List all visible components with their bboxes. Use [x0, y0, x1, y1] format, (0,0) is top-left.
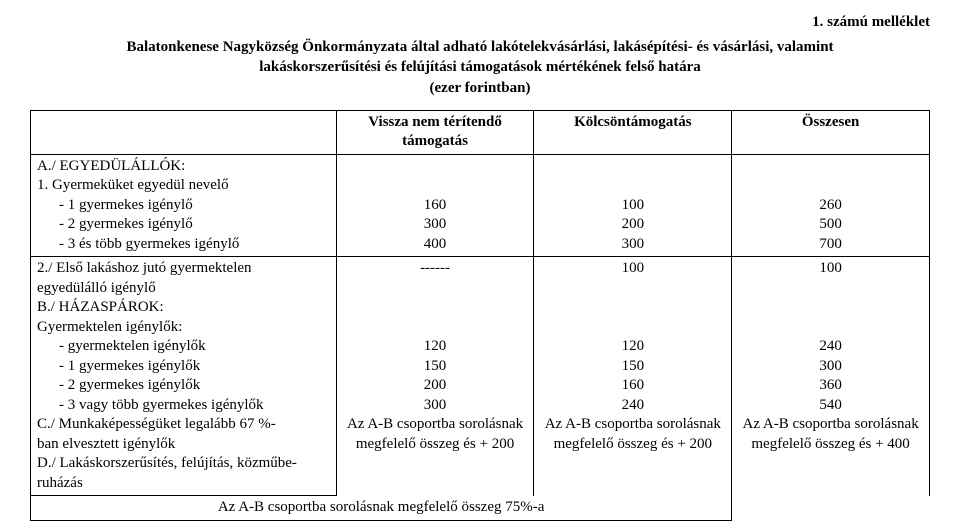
annex-number: 1. számú melléklet: [30, 14, 930, 31]
lower-v2-cell: 100 120 150 160 240 Az A-B csoportba sor…: [534, 257, 732, 496]
lower-v1-cell: ------ 120 150 200 300 Az A-B csoportba …: [336, 257, 534, 496]
section-c-line1: C./ Munkaképességüket legalább 67 %-: [37, 416, 276, 432]
v: 150: [622, 358, 645, 374]
v: 300: [424, 216, 447, 232]
v: 100: [622, 197, 645, 213]
empty-corner: [31, 110, 337, 154]
col-header-2: Kölcsöntámogatás: [534, 110, 732, 154]
row-b-3-label: - 2 gyermekes igénylők: [37, 377, 200, 393]
document-page: 1. számú melléklet Balatonkenese Nagyköz…: [0, 0, 960, 531]
a2-line2: egyedülálló igénylő: [37, 280, 156, 296]
section-a-v3: 260 500 700: [732, 154, 930, 257]
v: 240: [819, 338, 842, 354]
col-header-1: Vissza nem térítendő támogatás: [336, 110, 534, 154]
c-v3-l1: Az A-B csoportba sorolásnak: [742, 416, 918, 432]
v: 300: [622, 236, 645, 252]
title-line-1: Balatonkenese Nagyközség Önkormányzata á…: [126, 39, 833, 55]
v: 300: [424, 397, 447, 413]
col-header-3: Összesen: [732, 110, 930, 154]
row-b-2-label: - 1 gyermekes igénylők: [37, 358, 200, 374]
section-a-v1: 160 300 400: [336, 154, 534, 257]
v: 200: [424, 377, 447, 393]
section-d-line2: ruházás: [37, 475, 83, 491]
section-a-title: A./ EGYEDÜLÁLLÓK:: [37, 158, 185, 174]
section-c-line2: ban elvesztett igénylők: [37, 436, 175, 452]
a2-v1: ------: [420, 260, 450, 276]
title-line-2: lakáskorszerűsítési és felújítási támoga…: [259, 59, 701, 75]
v: 160: [622, 377, 645, 393]
section-a-cell: A./ EGYEDÜLÁLLÓK: 1. Gyermeküket egyedül…: [31, 154, 337, 257]
v: 400: [424, 236, 447, 252]
section-d-value-row: Az A-B csoportba sorolásnak megfelelő ös…: [31, 496, 930, 521]
a2-v3: 100: [819, 260, 842, 276]
v: 160: [424, 197, 447, 213]
a2-line1: 2./ Első lakáshoz jutó gyermektelen: [37, 260, 252, 276]
table-header-row: Vissza nem térítendő támogatás Kölcsöntá…: [31, 110, 930, 154]
section-d-merged: Az A-B csoportba sorolásnak megfelelő ös…: [31, 496, 732, 521]
v: 360: [819, 377, 842, 393]
c-v2-l1: Az A-B csoportba sorolásnak: [545, 416, 721, 432]
c-v2-l2: megfelelő összeg és + 200: [554, 436, 712, 452]
section-a-v2: 100 200 300: [534, 154, 732, 257]
section-b-subtitle: Gyermektelen igénylők:: [37, 319, 182, 335]
row-a-3-label: - 3 és több gyermekes igénylő: [37, 236, 239, 252]
section-a-row: A./ EGYEDÜLÁLLÓK: 1. Gyermeküket egyedül…: [31, 154, 930, 257]
row-b-4-label: - 3 vagy több gyermekes igénylők: [37, 397, 264, 413]
v: 120: [622, 338, 645, 354]
merged-lower-row: 2./ Első lakáshoz jutó gyermektelen egye…: [31, 257, 930, 496]
c-v1-l2: megfelelő összeg és + 200: [356, 436, 514, 452]
c-v3-l2: megfelelő összeg és + 400: [751, 436, 909, 452]
a2-v2: 100: [622, 260, 645, 276]
section-b-title: B./ HÁZASPÁROK:: [37, 299, 164, 315]
row-b-1-label: - gyermektelen igénylők: [37, 338, 206, 354]
v: 540: [819, 397, 842, 413]
v: 260: [819, 197, 842, 213]
row-a-1-label: - 1 gyermekes igénylő: [37, 197, 193, 213]
v: 300: [819, 358, 842, 374]
lower-label-cell: 2./ Első lakáshoz jutó gyermektelen egye…: [31, 257, 337, 496]
section-a-row1-label: 1. Gyermeküket egyedül nevelő: [37, 177, 229, 193]
row-a-2-label: - 2 gyermekes igénylő: [37, 216, 193, 232]
title-line-3: (ezer forintban): [430, 80, 531, 96]
section-d-line1: D./ Lakáskorszerűsítés, felújítás, közmű…: [37, 455, 297, 471]
v: 120: [424, 338, 447, 354]
v: 700: [819, 236, 842, 252]
v: 240: [622, 397, 645, 413]
document-title: Balatonkenese Nagyközség Önkormányzata á…: [45, 37, 915, 98]
c-v1-l1: Az A-B csoportba sorolásnak: [347, 416, 523, 432]
lower-v3-cell: 100 240 300 360 540 Az A-B csoportba sor…: [732, 257, 930, 496]
support-table: Vissza nem térítendő támogatás Kölcsöntá…: [30, 110, 930, 521]
v: 500: [819, 216, 842, 232]
v: 150: [424, 358, 447, 374]
v: 200: [622, 216, 645, 232]
